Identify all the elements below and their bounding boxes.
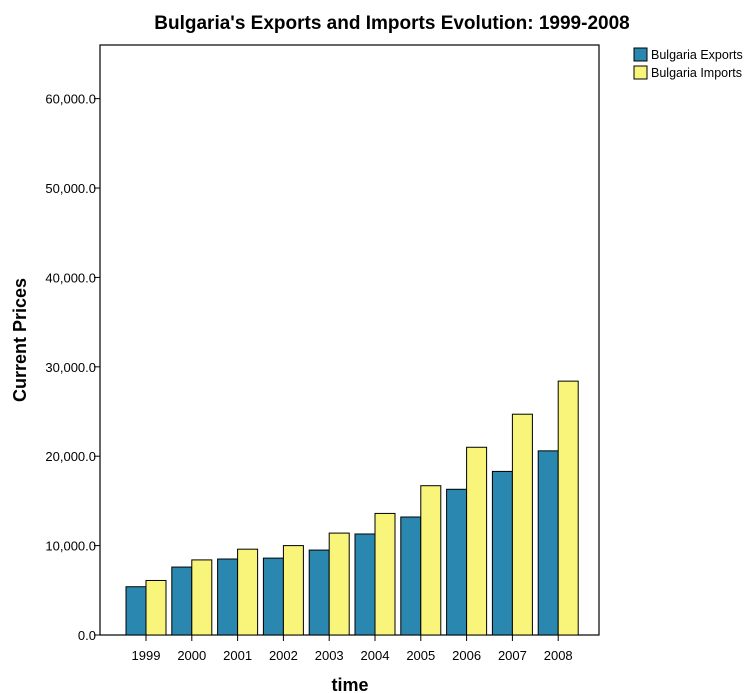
y-tick-label: 50,000.0 — [45, 181, 96, 196]
bar-imports — [282, 545, 304, 636]
legend-label: Bulgaria Exports — [651, 48, 743, 62]
bar-imports — [557, 380, 579, 636]
x-tick-label: 2008 — [544, 648, 573, 663]
legend-label: Bulgaria Imports — [651, 66, 742, 80]
y-tick-label: 60,000.0 — [45, 92, 96, 107]
bar-imports — [420, 485, 442, 636]
bar-exports — [537, 450, 559, 636]
bars — [125, 380, 579, 636]
bar-exports — [446, 488, 468, 636]
bar-exports — [400, 516, 422, 636]
x-tick-label: 2007 — [498, 648, 527, 663]
bar-imports — [466, 446, 488, 636]
bar-exports — [171, 566, 193, 636]
y-axis: 0.0 10,000.0 20,000.0 30,000.0 40,000.0 50,00… — [45, 92, 100, 643]
y-tick-label: 10,000.0 — [45, 539, 96, 554]
bar-exports — [354, 533, 376, 636]
x-tick-label: 1999 — [132, 648, 161, 663]
x-axis-title: time — [331, 675, 368, 693]
y-tick-label: 0.0 — [78, 628, 96, 643]
legend-swatch — [633, 47, 648, 62]
x-tick-label: 2004 — [361, 648, 390, 663]
bar-imports — [511, 413, 533, 636]
y-tick-label: 20,000.0 — [45, 449, 96, 464]
y-axis-title: Current Prices — [10, 278, 30, 402]
x-axis: 1999 2000 2001 2002 2003 2004 2005 2006 2007 2008 — [132, 635, 573, 663]
x-tick-label: 2002 — [269, 648, 298, 663]
x-tick-label: 2001 — [223, 648, 252, 663]
bar-exports — [262, 557, 284, 636]
bar-exports — [491, 470, 513, 636]
bar-imports — [237, 548, 259, 636]
bar-imports — [328, 532, 350, 636]
y-tick-label: 30,000.0 — [45, 360, 96, 375]
bar-exports — [217, 558, 239, 636]
bar-imports — [145, 579, 167, 636]
legend: Bulgaria Exports Bulgaria Imports — [633, 47, 743, 80]
y-tick-label: 40,000.0 — [45, 270, 96, 285]
chart-title: Bulgaria's Exports and Imports Evolution… — [154, 13, 629, 34]
bar-exports — [308, 549, 330, 636]
bar-exports — [125, 586, 147, 636]
x-tick-label: 2005 — [406, 648, 435, 663]
bar-imports — [374, 512, 396, 636]
x-tick-label: 2006 — [452, 648, 481, 663]
legend-swatch — [633, 65, 648, 80]
bar-imports — [191, 559, 213, 636]
x-tick-label: 2003 — [315, 648, 344, 663]
x-tick-label: 2000 — [177, 648, 206, 663]
